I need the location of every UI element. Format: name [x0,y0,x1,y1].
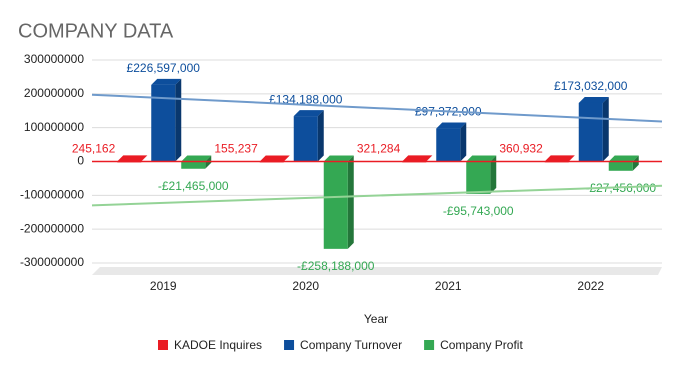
bar-side [632,155,639,171]
bar [151,78,182,162]
bar [466,155,497,194]
trend-line [91,184,663,207]
bar-top [117,155,148,162]
legend-swatch [158,340,168,350]
value-label: £226,597,000 [127,61,201,75]
x-axis-title: Year [364,312,388,326]
bar-top [436,122,467,129]
bar [578,96,609,162]
value-label: £134,188,000 [269,92,343,106]
bar-front [608,161,633,171]
value-label: -£258,188,000 [297,259,375,273]
bar-top [544,155,575,162]
bar-side [490,155,497,194]
bar [608,155,639,171]
value-label: 321,284 [357,142,401,156]
y-tick-label: 100000000 [24,120,84,134]
y-tick-label: -300000000 [20,255,84,269]
legend-swatch [284,340,295,350]
bar-front [151,84,176,162]
bar [323,155,354,249]
bar-front [323,161,348,249]
bar-side [283,155,290,162]
bar-side [602,96,609,162]
bar-side [175,78,182,162]
bar-side [347,155,354,249]
bar-side [317,110,324,162]
bar-top [608,155,639,162]
value-label: 155,237 [214,142,258,156]
value-label: -£95,743,000 [443,204,514,218]
legend-label: Company Turnover [300,338,402,352]
bar-top [181,155,212,162]
x-tick-label: 2019 [150,279,177,293]
bar [436,122,467,162]
bar-top [578,96,609,103]
bar-side [460,122,467,162]
value-label: £173,032,000 [554,79,628,93]
y-tick-label: -100000000 [20,188,84,202]
legend-swatch [424,340,435,350]
y-tick-label: 300000000 [24,52,84,66]
bar-front [181,161,206,169]
x-tick-label: 2020 [292,279,319,293]
chart-title: COMPANY DATA [18,20,174,42]
x-tick-label: 2021 [435,279,462,293]
bar-front [293,116,318,162]
bar-top [323,155,354,162]
bar-top [293,110,324,117]
bar-top [259,155,290,162]
legend-label: Company Profit [440,338,523,352]
y-tick-label: 200000000 [24,86,84,100]
value-label: 360,932 [499,142,543,156]
trend-line [91,93,663,123]
bar [293,110,324,162]
value-label: -£21,465,000 [158,179,229,193]
bar-side [141,155,148,162]
bar-top [466,155,497,162]
bar-top [402,155,433,162]
bar-front [436,128,461,162]
value-label: 245,162 [72,142,116,156]
bar-front [578,102,603,162]
floor [92,267,662,275]
bar-side [426,155,433,162]
bar-top [151,78,182,85]
y-tick-label: 0 [77,154,84,168]
bar-side [568,155,575,162]
y-tick-label: -200000000 [20,221,84,235]
x-tick-label: 2022 [577,279,604,293]
legend-label: KADOE Inquires [174,338,262,352]
bar-front [466,161,491,194]
